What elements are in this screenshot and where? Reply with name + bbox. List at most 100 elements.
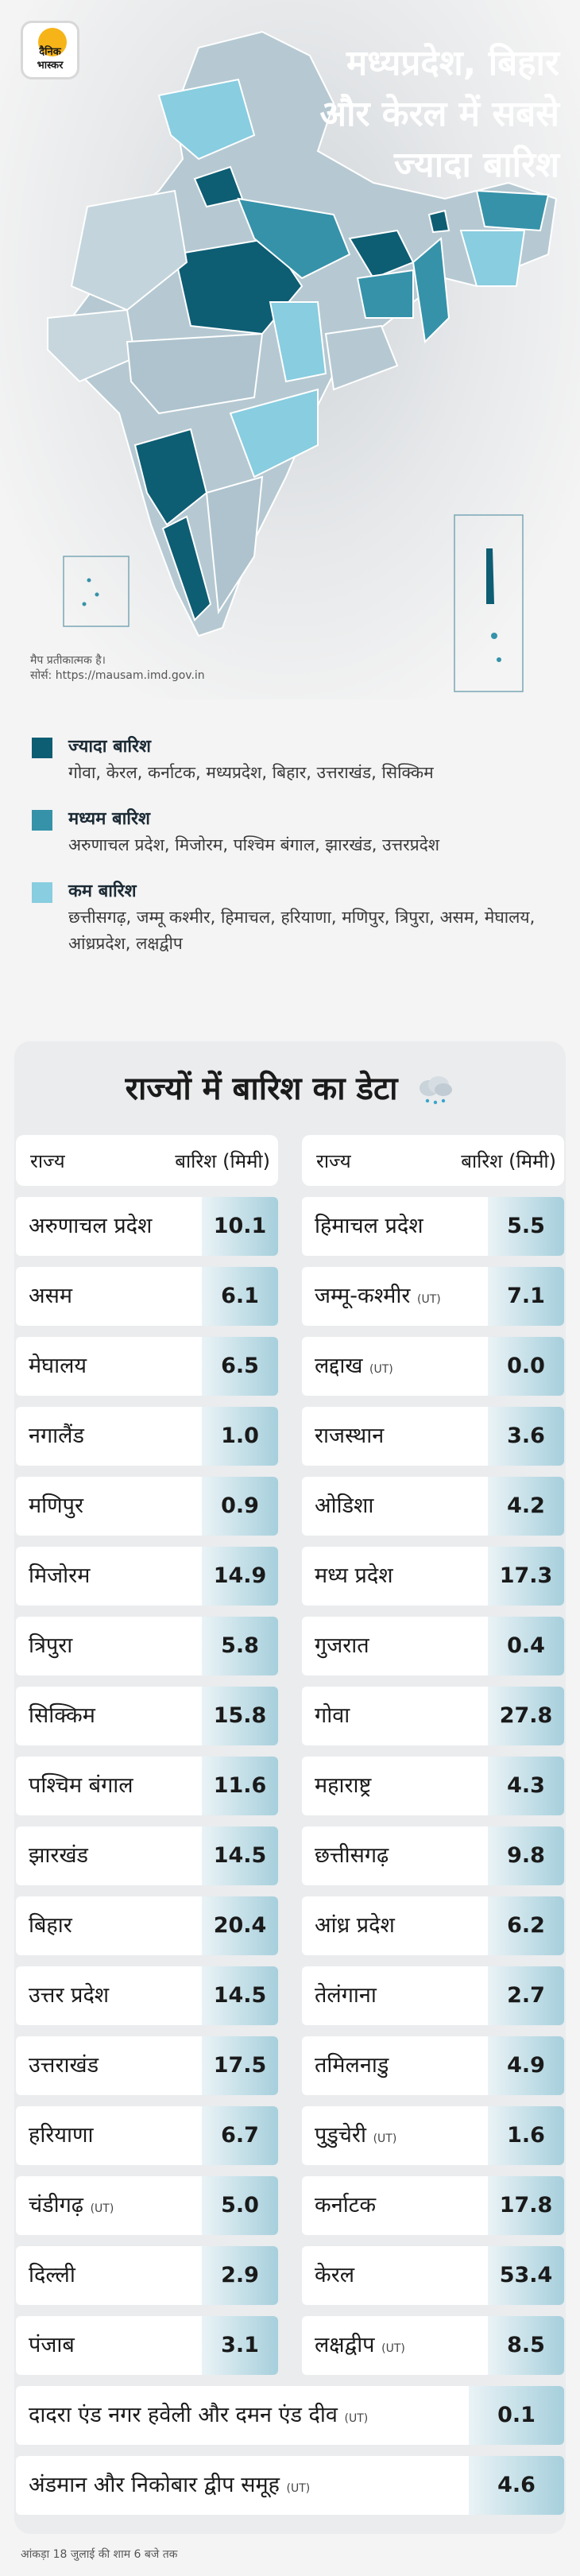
state-label: झारखंड [29,1843,88,1868]
legend-states: छत्तीसगढ़, जम्मू कश्मीर, हिमाचल, हरियाणा… [68,908,536,953]
rain-value: 27.8 [488,1687,564,1745]
table-row: तेलंगाना 2.7 [302,1966,564,2025]
table-row: गोवा 27.8 [302,1687,564,1745]
rain-value: 53.4 [488,2246,564,2305]
map-hero: दैनिक भास्कर मध्यप्रदेश, बिहार और केरल म… [0,0,580,699]
table-header: राज्य बारिश (मिमी) [302,1135,564,1186]
ut-tag: (UT) [286,2482,311,2495]
state-label: पश्चिम बंगाल [29,1773,133,1798]
state-name: गोवा [315,1702,350,1730]
region-light-maharashtra [126,332,264,415]
state-label: अरुणाचल प्रदेश [29,1214,153,1238]
state-label: गोवा [315,1703,350,1728]
state-label: ओडिशा [315,1493,374,1518]
legend-swatch-light [32,882,52,903]
region-medium-arunachal [475,189,550,232]
state-name: तमिलनाडु [315,2052,389,2079]
region-light-andhra [229,388,319,478]
table-row: मेघालय 6.5 [16,1337,278,1396]
rain-value: 17.3 [488,1547,564,1606]
state-label: छत्तीसगढ़ [315,1843,389,1868]
state-label: मध्य प्रदेश [315,1563,393,1588]
state-name: दादरा एंड नगर हवेली और दमन एंड दीव (UT) [29,2402,368,2432]
state-label: सिक्किम [29,1703,95,1728]
state-name: गुजरात [315,1633,369,1660]
headline: मध्यप्रदेश, बिहार और केरल में सबसे ज्याद… [226,38,559,191]
state-name: आंध्र प्रदेश [315,1912,395,1939]
rain-value: 1.6 [488,2106,564,2165]
rain-value: 17.8 [488,2176,564,2235]
rain-value: 0.1 [469,2386,564,2445]
state-label: दिल्ली [29,2263,75,2287]
table-row: पुडुचेरी (UT) 1.6 [302,2106,564,2165]
table-row: अंडमान और निकोबार द्वीप समूह (UT) 4.6 [16,2456,564,2515]
state-name: पंजाब [29,2332,75,2359]
state-label: मेघालय [29,1354,87,1378]
state-name: लद्दाख (UT) [315,1353,393,1383]
table-row: चंडीगढ़ (UT) 5.0 [16,2176,278,2235]
andaman-inset [454,514,524,692]
state-label: गुजरात [315,1633,369,1658]
rain-value: 7.1 [488,1267,564,1326]
table-header: राज्य बारिश (मिमी) [16,1135,278,1186]
ut-tag: (UT) [369,1363,393,1376]
rain-value: 4.6 [469,2456,564,2515]
table-row: मध्य प्रदेश 17.3 [302,1547,564,1606]
region-light-gujarat [47,308,137,383]
rain-value: 11.6 [202,1757,278,1815]
header-rain: बारिश (मिमी) [175,1150,270,1172]
rain-value: 4.9 [488,2036,564,2095]
table-title: राज्यों में बारिश का डेटा [14,1065,566,1109]
table-row: त्रिपुरा 5.8 [16,1617,278,1675]
state-name: उत्तर प्रदेश [29,1982,109,2009]
map-source-note: मैप प्रतीकात्मक है। सोर्स: https://mausa… [30,653,205,684]
state-name: कर्नाटक [315,2192,376,2219]
state-label: दादरा एंड नगर हवेली और दमन एंड दीव [29,2403,338,2427]
state-label: असम [29,1284,73,1308]
rain-value: 0.9 [202,1477,278,1536]
state-label: अंडमान और निकोबार द्वीप समूह [29,2473,280,2497]
rain-value: 4.3 [488,1757,564,1815]
headline-line-1: मध्यप्रदेश, बिहार [346,43,559,83]
ut-tag: (UT) [90,2202,114,2215]
region-light-jk-himachal [157,78,256,161]
map-disclaimer: मैप प्रतीकात्मक है। [30,654,106,667]
state-name: जम्मू-कश्मीर (UT) [315,1283,441,1313]
logo-text: दैनिक भास्कर [37,46,64,72]
table-row: हरियाणा 6.7 [16,2106,278,2165]
legend-states: गोवा, केरल, कर्नाटक, मध्यप्रदेश, बिहार, … [68,763,434,782]
rain-value: 14.5 [202,1966,278,2025]
map-source: सोर्स: https://mausam.imd.gov.in [30,669,205,682]
state-name: झारखंड [29,1842,88,1869]
state-name: मिजोरम [29,1563,90,1590]
legend-states: अरुणाचल प्रदेश, मिजोरम, पश्चिम बंगाल, झा… [68,835,440,854]
table-row: उत्तराखंड 17.5 [16,2036,278,2095]
table-row: अरुणाचल प्रदेश 10.1 [16,1197,278,1256]
rain-value: 0.4 [488,1617,564,1675]
rain-value: 14.9 [202,1547,278,1606]
ut-tag: (UT) [373,2132,397,2145]
state-name: त्रिपुरा [29,1633,72,1660]
state-name: छत्तीसगढ़ [315,1842,389,1869]
rain-cloud-icon [415,1075,454,1106]
state-label: महाराष्ट्र [315,1773,372,1798]
state-label: हरियाणा [29,2123,94,2148]
table-column-left: राज्य बारिश (मिमी) अरुणाचल प्रदेश 10.1 असम… [16,1135,278,2386]
table-row: नगालैंड 1.0 [16,1407,278,1466]
state-name: अंडमान और निकोबार द्वीप समूह (UT) [29,2472,310,2502]
state-label: नगालैंड [29,1424,84,1448]
rain-value: 0.0 [488,1337,564,1396]
rain-value: 9.8 [488,1826,564,1885]
region-light-odisha [324,324,399,391]
ut-tag: (UT) [416,1293,441,1306]
legend-item-medium: मध्यम बारिश अरुणाचल प्रदेश, मिजोरम, पश्च… [32,807,580,858]
state-name: मध्य प्रदेश [315,1563,393,1590]
state-name: महाराष्ट्र [315,1772,371,1799]
table-row: राजस्थान 3.6 [302,1407,564,1466]
table-row: लद्दाख (UT) 0.0 [302,1337,564,1396]
state-label: उत्तराखंड [29,2053,99,2078]
table-row: पश्चिम बंगाल 11.6 [16,1757,278,1815]
rain-value: 1.0 [202,1407,278,1466]
state-label: बिहार [29,1913,72,1938]
state-name: पुडुचेरी (UT) [315,2122,396,2152]
